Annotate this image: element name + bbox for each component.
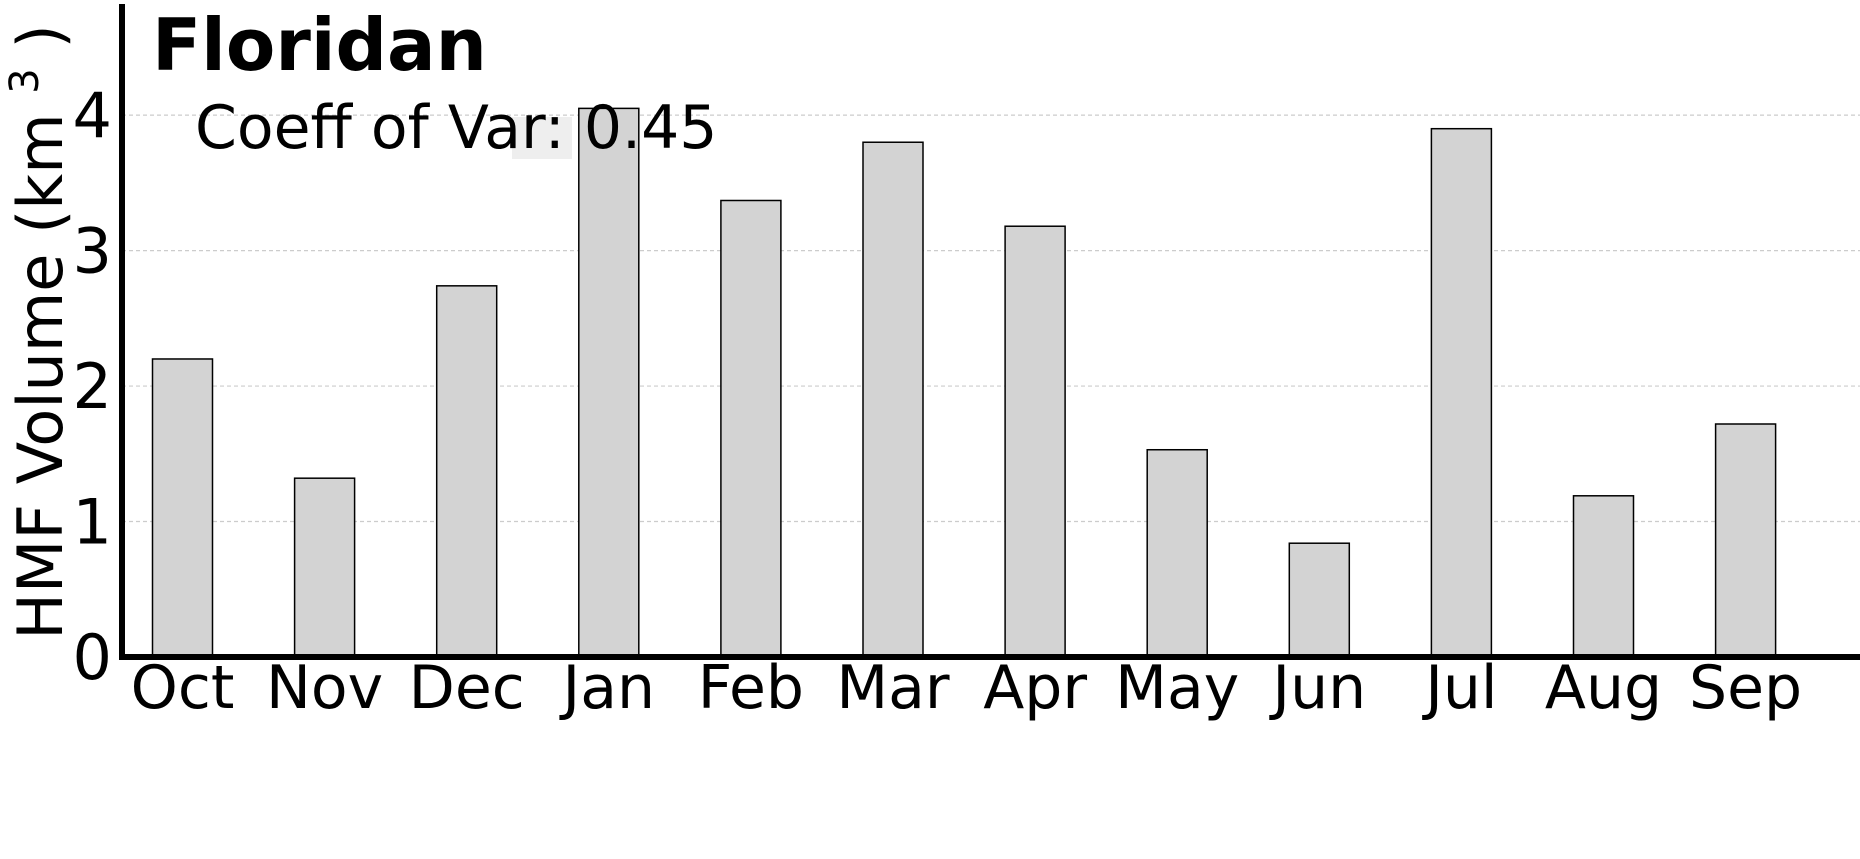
x-tick-label: Jul xyxy=(1421,653,1497,723)
bar-jun xyxy=(1288,542,1351,658)
y-axis-label-main: HMF Volume (km xyxy=(4,113,77,639)
bar-aug xyxy=(1572,495,1635,658)
bar-apr xyxy=(1004,225,1066,658)
bar-dec xyxy=(435,285,498,658)
x-tick-label: Mar xyxy=(836,653,950,723)
bar-nov xyxy=(293,477,356,658)
x-tick-label: Nov xyxy=(266,653,383,723)
bar-sep xyxy=(1714,423,1777,658)
axes xyxy=(119,4,1860,660)
x-tick-label: Jun xyxy=(1268,653,1366,723)
x-tick-label: May xyxy=(1115,653,1239,723)
y-tick-label: 4 xyxy=(73,79,112,152)
y-tick-label: 3 xyxy=(73,215,112,288)
y-axis-label: HMF Volume (km 3 ) xyxy=(0,24,77,639)
bar-oct xyxy=(151,358,214,658)
y-tick-labels: 0 1 2 3 4 xyxy=(73,79,112,694)
bar-may xyxy=(1146,448,1208,658)
x-tick-labels: Oct Nov Dec Jan Feb Mar Apr May Jun Jul Aug Sep xyxy=(131,653,1803,723)
x-tick-label: Oct xyxy=(131,653,235,723)
annotation-box xyxy=(512,117,572,159)
y-axis-label-superscript: 3 xyxy=(2,68,48,93)
x-tick-label: Apr xyxy=(983,653,1087,723)
bar-jan xyxy=(578,107,640,658)
bar-mar xyxy=(862,141,924,658)
x-tick-label: Feb xyxy=(698,653,804,723)
x-tick-label: Dec xyxy=(409,653,525,723)
coeff-of-var-annotation: Coeff of Var: 0.45 xyxy=(195,93,717,163)
chart-title: Floridan xyxy=(152,3,487,87)
x-tick-label: Jan xyxy=(559,653,656,723)
y-tick-label: 0 xyxy=(73,621,112,694)
bars xyxy=(151,107,1777,658)
x-tick-label: Aug xyxy=(1545,653,1662,723)
bar-jul xyxy=(1430,127,1493,658)
bar-feb xyxy=(720,199,782,658)
x-tick-label: Sep xyxy=(1689,653,1802,723)
y-axis-label-close: ) xyxy=(4,24,77,48)
grid-lines xyxy=(122,114,1860,523)
y-tick-label: 2 xyxy=(73,350,112,423)
annotation-group: Coeff of Var: 0.45 xyxy=(195,93,717,163)
y-tick-label: 1 xyxy=(73,486,112,559)
